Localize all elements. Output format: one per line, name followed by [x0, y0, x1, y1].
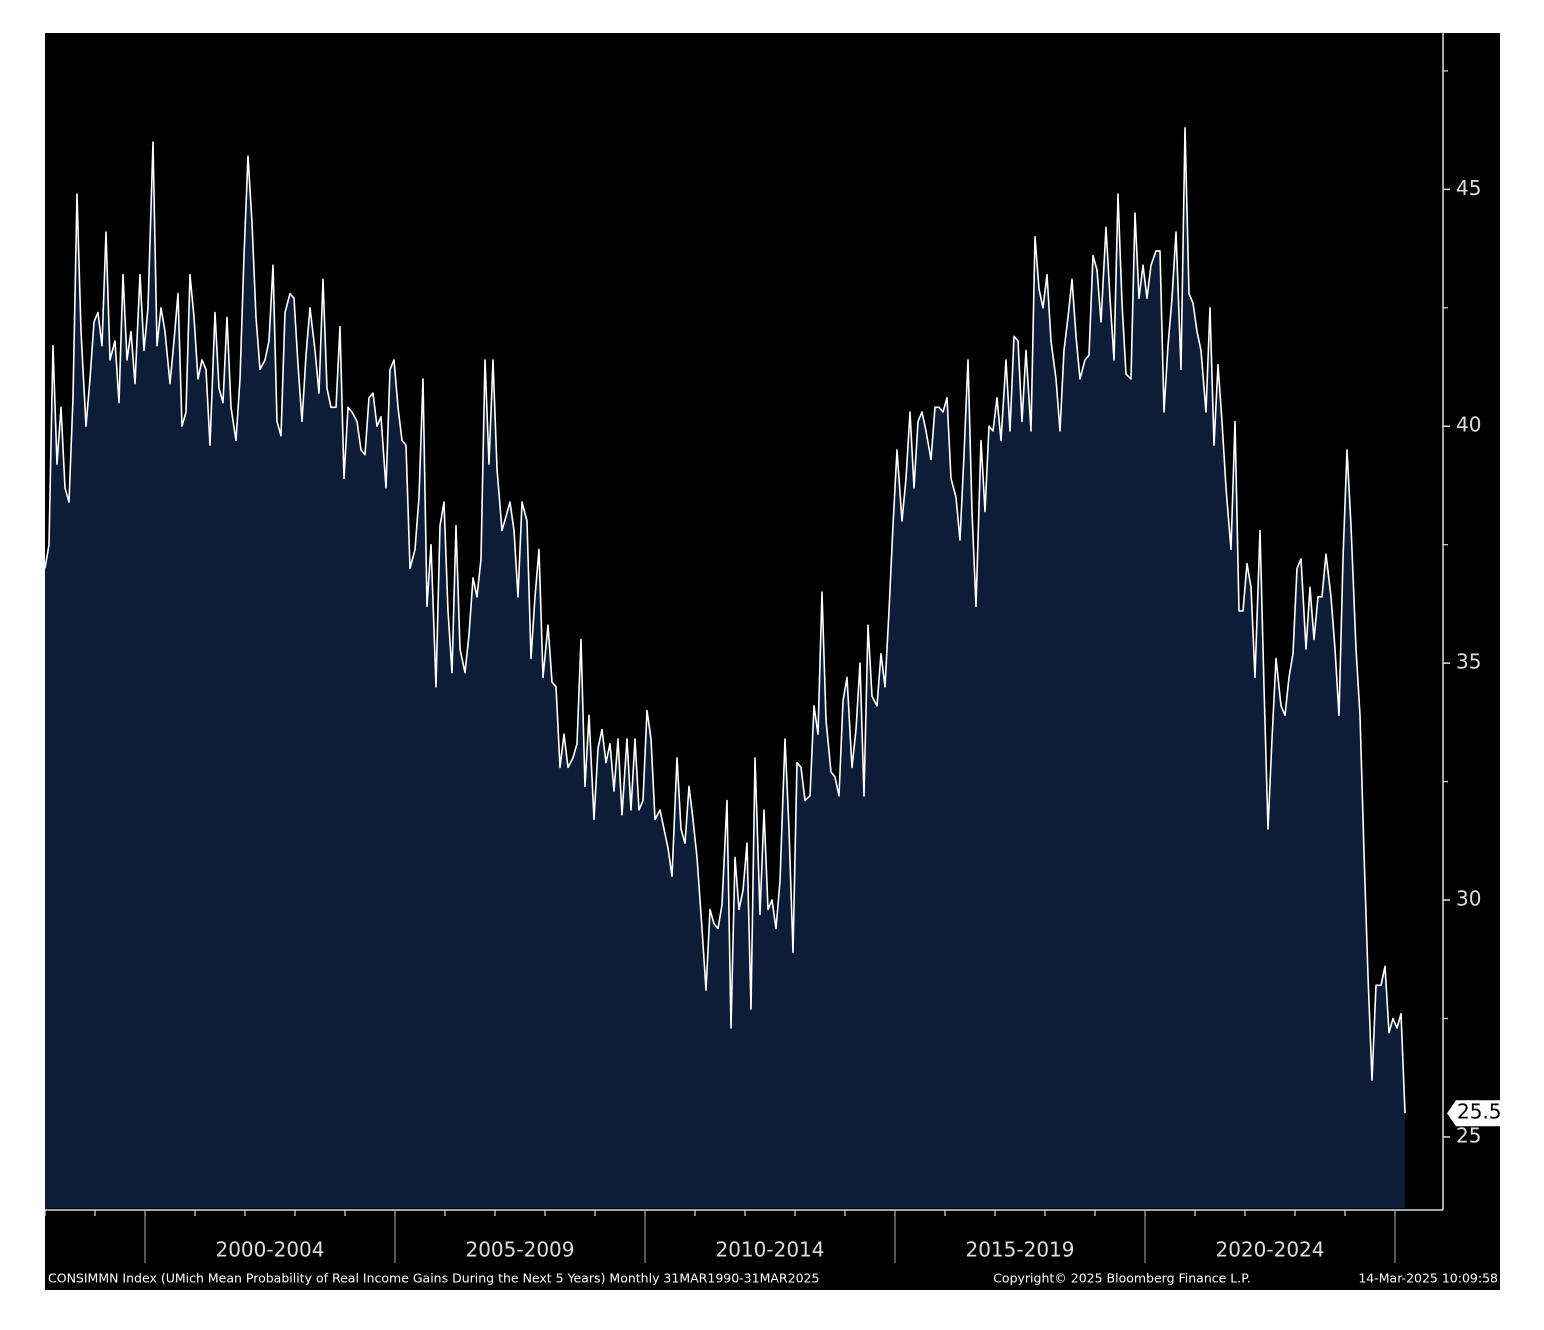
last-value-box [1447, 1100, 1501, 1127]
y-tick-label: 35 [1456, 650, 1481, 674]
footer-timestamp: 14-Mar-2025 10:09:58 [1358, 1271, 1498, 1286]
footer-copyright: Copyright© 2025 Bloomberg Finance L.P. [993, 1271, 1251, 1286]
y-tick-label: 25 [1456, 1123, 1481, 1147]
footer-description: CONSIMMN Index (UMich Mean Probability o… [48, 1271, 819, 1286]
x-tick-label: 2020-2024 [1215, 1238, 1324, 1262]
line [44, 127, 1406, 1114]
y-tick-label: 30 [1456, 887, 1481, 911]
x-tick-label: 2015-2019 [965, 1238, 1074, 1262]
x-tick-label: 2010-2014 [715, 1238, 824, 1262]
x-tick-label: 2005-2009 [465, 1238, 574, 1262]
area-fill [45, 127, 1405, 1208]
y-tick-label: 45 [1456, 176, 1481, 200]
last-value-label: 25.5 [1457, 1100, 1502, 1124]
x-tick-label: 2000-2004 [215, 1238, 324, 1262]
y-tick-label: 40 [1456, 413, 1481, 437]
